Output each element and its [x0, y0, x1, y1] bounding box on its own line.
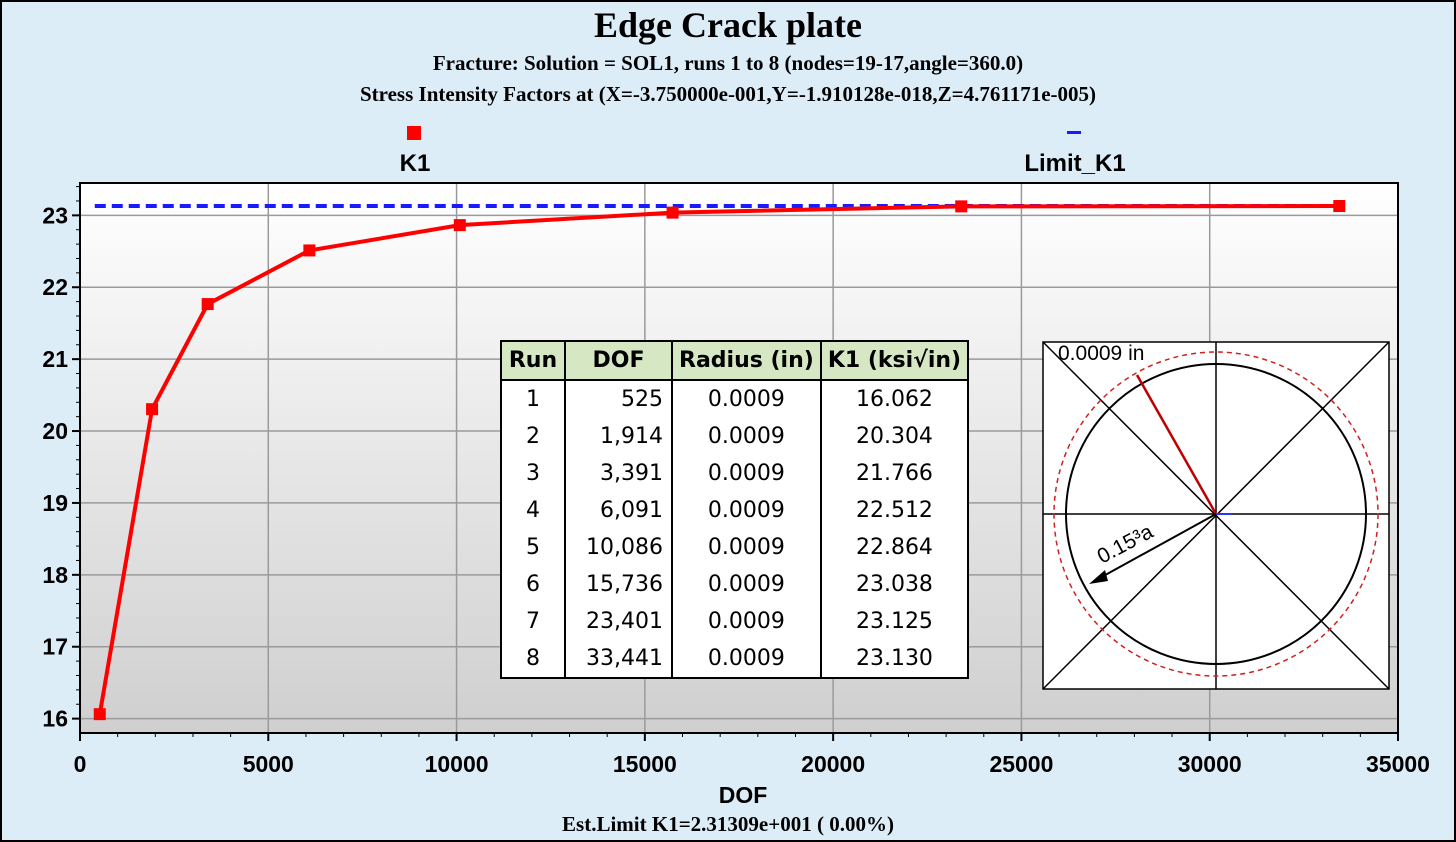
- cell-radius: 0.0009: [671, 492, 822, 529]
- table-header-row: Run DOF Radius (in) K1 (ksi√in): [500, 340, 970, 381]
- k1-marker: [303, 244, 316, 257]
- cell-dof: 525: [564, 380, 673, 418]
- inset-arrow-line: [1097, 513, 1217, 580]
- k1-marker: [146, 403, 159, 416]
- cell-k1: 22.512: [819, 492, 970, 529]
- x-tick-label: 25000: [989, 751, 1053, 777]
- cell-radius: 0.0009: [671, 455, 822, 492]
- plot-border: [79, 182, 1399, 734]
- cell-dof: 23,401: [564, 603, 673, 640]
- cell-dof: 3,391: [564, 455, 673, 492]
- header-run: Run: [500, 340, 566, 381]
- legend-limit-marker: [1067, 131, 1081, 134]
- chart-title: Edge Crack plate: [594, 5, 862, 45]
- cell-run: 8: [500, 640, 566, 678]
- table-row: 4 6,091 0.0009 22.512: [500, 492, 970, 529]
- cell-dof: 10,086: [564, 529, 673, 566]
- legend-k1-label: K1: [399, 150, 431, 177]
- legend-limit-label: Limit_K1: [1024, 150, 1126, 177]
- crack-front-inset: 0.0009 in 0.15³a: [1042, 341, 1390, 690]
- header-radius: Radius (in): [671, 340, 822, 381]
- cell-run: 4: [500, 492, 566, 529]
- chart-subtitle-solution: Fracture: Solution = SOL1, runs 1 to 8 (…: [432, 51, 1024, 75]
- cell-radius: 0.0009: [671, 418, 822, 455]
- cell-run: 5: [500, 529, 566, 566]
- k1-marker: [201, 298, 214, 311]
- chart-subtitle-location: Stress Intensity Factors at (X=-3.750000…: [360, 82, 1096, 106]
- inset-arrow-head: [1089, 570, 1108, 584]
- cell-run: 3: [500, 455, 566, 492]
- cell-run: 2: [500, 418, 566, 455]
- estimated-limit-footer: Est.Limit K1=2.31309e+001 ( 0.00%): [562, 812, 894, 836]
- table-row: 8 33,441 0.0009 23.130: [500, 640, 970, 678]
- cell-run: 7: [500, 603, 566, 640]
- k1-line: [97, 204, 1340, 715]
- y-tick-label: 17: [42, 634, 68, 660]
- k1-marker: [955, 200, 968, 213]
- k1-marker: [453, 219, 466, 232]
- cell-radius: 0.0009: [671, 529, 822, 566]
- x-tick-label: 0: [74, 751, 87, 777]
- cell-k1: 20.304: [819, 418, 970, 455]
- table-row: 1 525 0.0009 16.062: [500, 380, 970, 418]
- inset-circle: [1065, 363, 1367, 665]
- x-tick-label: 20000: [801, 751, 865, 777]
- cell-radius: 0.0009: [671, 640, 822, 678]
- table-row: 6 15,736 0.0009 23.038: [500, 566, 970, 603]
- cell-run: 1: [500, 380, 566, 418]
- k1-marker: [93, 708, 106, 721]
- cell-radius: 0.0009: [671, 603, 822, 640]
- x-tick-label: 30000: [1178, 751, 1242, 777]
- inset-radius-label: 0.0009 in: [1058, 342, 1144, 365]
- cell-k1: 16.062: [819, 380, 970, 418]
- header-dof: DOF: [564, 340, 673, 381]
- cell-radius: 0.0009: [671, 380, 822, 418]
- cell-dof: 15,736: [564, 566, 673, 603]
- cell-k1: 22.864: [819, 529, 970, 566]
- cell-k1: 23.038: [819, 566, 970, 603]
- y-tick-label: 19: [42, 490, 68, 516]
- x-tick-label: 35000: [1366, 751, 1430, 777]
- cell-dof: 1,914: [564, 418, 673, 455]
- x-tick-label: 5000: [243, 751, 294, 777]
- y-tick-label: 23: [42, 202, 68, 228]
- inset-radius-line: [1135, 374, 1218, 515]
- inset-dashed-circle: [1053, 351, 1379, 677]
- y-tick-label: 20: [42, 418, 68, 444]
- x-tick-label: 15000: [613, 751, 677, 777]
- cell-k1: 23.125: [819, 603, 970, 640]
- x-axis-label: DOF: [718, 782, 768, 808]
- cell-dof: 33,441: [564, 640, 673, 678]
- header-k1: K1 (ksi√in): [819, 340, 970, 381]
- y-tick-label: 18: [42, 562, 68, 588]
- x-tick-label: 10000: [425, 751, 489, 777]
- k1-marker: [1333, 200, 1346, 213]
- table-row: 3 3,391 0.0009 21.766: [500, 455, 970, 492]
- table-row: 5 10,086 0.0009 22.864: [500, 529, 970, 566]
- k1-marker: [666, 206, 679, 219]
- cell-k1: 23.130: [819, 640, 970, 678]
- cell-k1: 21.766: [819, 455, 970, 492]
- table-row: 7 23,401 0.0009 23.125: [500, 603, 970, 640]
- legend-k1-marker: [407, 126, 421, 140]
- results-table: Run DOF Radius (in) K1 (ksi√in) 1 525 0.00…: [500, 340, 970, 679]
- table-row: 2 1,914 0.0009 20.304: [500, 418, 970, 455]
- y-tick-label: 22: [42, 274, 68, 300]
- cell-radius: 0.0009: [671, 566, 822, 603]
- cell-dof: 6,091: [564, 492, 673, 529]
- y-tick-label: 21: [42, 346, 68, 372]
- cell-run: 6: [500, 566, 566, 603]
- y-tick-label: 16: [42, 706, 68, 732]
